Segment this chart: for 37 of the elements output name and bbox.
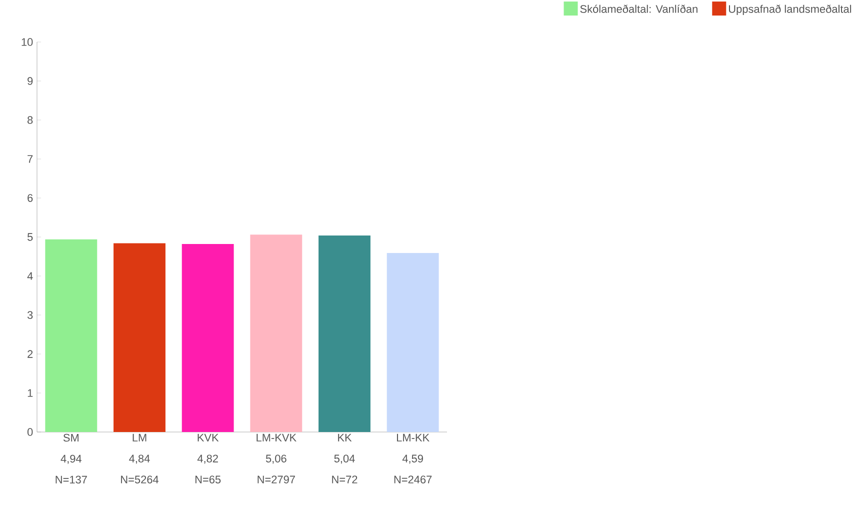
text: 4,94 (60, 454, 82, 464)
legend-label: Uppsafnað landsmeðaltal (728, 4, 852, 16)
x-tick-label: LM-KK (396, 434, 430, 442)
text: N=2467 (394, 476, 432, 484)
bar (386, 252, 439, 432)
bar (114, 243, 166, 432)
text: 5,06 (266, 454, 286, 464)
text: N=65 (195, 476, 221, 484)
y-tick-label: 7 (28, 155, 33, 163)
bar (182, 244, 234, 432)
x-tick-label: KVK (198, 434, 219, 442)
y-tick-label: 8 (28, 116, 33, 124)
y-tick-label: 1 (28, 389, 33, 397)
text: N=5264 (121, 476, 159, 484)
text: 4,82 (197, 454, 218, 464)
bar (318, 235, 370, 432)
text: 4,59 (402, 454, 423, 464)
x-tick-label: LM (132, 434, 146, 442)
y-tick-label: 10 (22, 38, 33, 46)
y-tick-label: 9 (28, 77, 33, 85)
text: N=137 (56, 476, 87, 484)
x-tick-label: SM (63, 434, 78, 442)
legend-label: Skólameðaltal: Vanlíðan (580, 4, 698, 13)
text: 4,84 (129, 454, 150, 464)
text: 5,04 (334, 454, 355, 464)
y-tick-label: 5 (27, 233, 33, 241)
bar (250, 234, 302, 432)
y-tick-label: 3 (27, 311, 33, 319)
bar (45, 239, 98, 432)
x-tick-label: KK (338, 434, 352, 442)
text: N=72 (332, 476, 358, 484)
y-tick-label: 4 (27, 272, 33, 280)
y-tick-label: 2 (28, 350, 33, 358)
y-tick-label: 6 (28, 194, 33, 202)
y-tick-label: 0 (27, 428, 33, 436)
text: N=2797 (258, 476, 295, 484)
x-tick-label: LM-KVK (256, 434, 296, 442)
